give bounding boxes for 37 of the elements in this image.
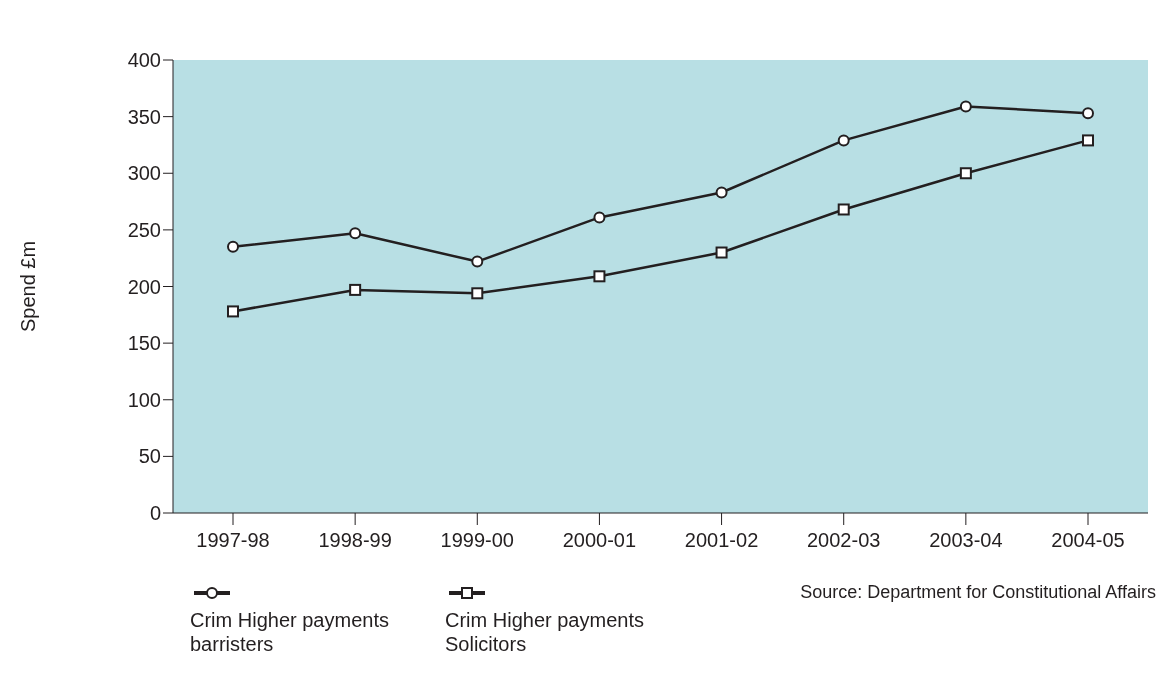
y-tick-label: 0	[149, 502, 161, 525]
y-axis-title: Spend £m	[17, 240, 40, 333]
point	[593, 270, 606, 283]
x-tick-label: 2003-04	[929, 529, 1003, 552]
x-tick-label: 1999-00	[440, 529, 514, 552]
point	[471, 287, 484, 300]
legend-label: Crim Higher payments barristers	[190, 608, 390, 656]
y-tick-label: 400	[127, 49, 161, 72]
x-tick-label: 1998-99	[318, 529, 392, 552]
point	[471, 255, 484, 268]
y-tick-label: 250	[127, 218, 161, 241]
source-note: Source: Department for Constitutional Affairs	[800, 582, 1156, 603]
x-tick-label: 2002-03	[807, 529, 881, 552]
y-tick-label: 50	[138, 445, 161, 468]
point	[227, 240, 239, 253]
point	[1082, 134, 1094, 147]
y-tick-label: 350	[127, 105, 161, 128]
point	[837, 203, 850, 216]
point	[1082, 107, 1094, 120]
y-tick-label: 300	[127, 162, 161, 185]
point	[349, 283, 362, 296]
x-tick-label: 2000-01	[562, 529, 637, 552]
point	[959, 167, 972, 180]
point	[227, 305, 239, 318]
x-tick-label: 2001-02	[684, 529, 759, 552]
point	[715, 246, 728, 259]
y-tick-label: 100	[127, 388, 161, 411]
x-tick-label: 1997-98	[196, 529, 270, 552]
point	[349, 227, 362, 240]
point	[715, 186, 728, 199]
point	[593, 211, 606, 224]
x-tick-label: 2004-05	[1051, 529, 1125, 552]
point	[959, 100, 972, 113]
y-tick-label: 150	[127, 332, 161, 355]
y-tick-label: 200	[127, 275, 161, 298]
legend-label: Crim Higher payments Solicitors	[445, 608, 645, 656]
point	[837, 134, 850, 147]
